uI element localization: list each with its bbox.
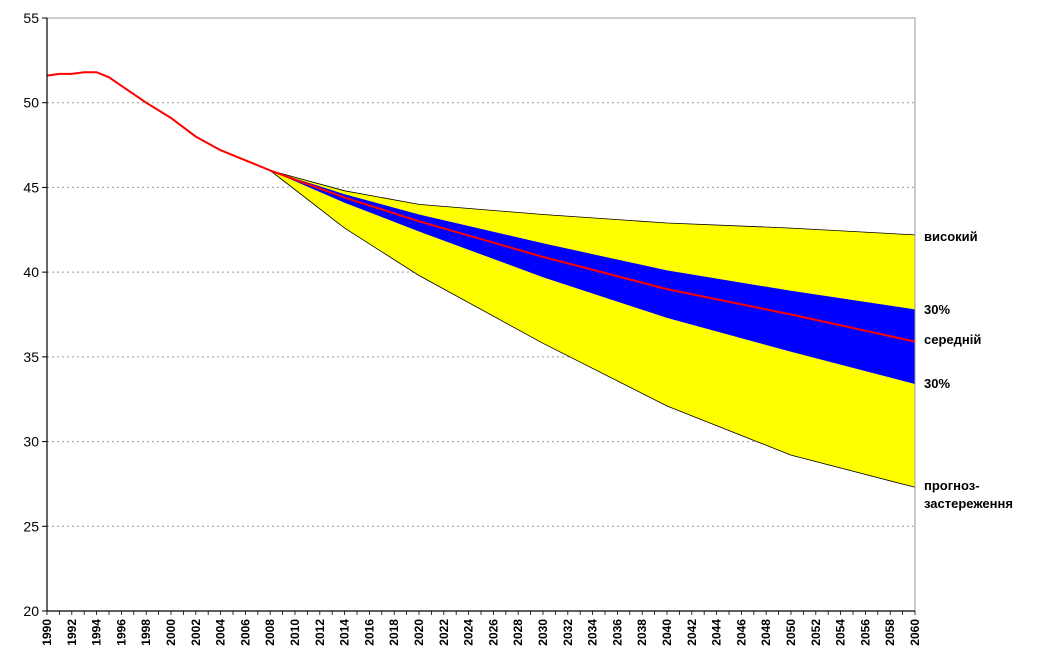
y-tick-label-40: 40 bbox=[23, 264, 39, 280]
y-tick-label-50: 50 bbox=[23, 95, 39, 111]
historical-line bbox=[46, 71, 271, 172]
x-tick-label-2052: 2052 bbox=[809, 619, 823, 646]
x-tick-label-2022: 2022 bbox=[437, 619, 451, 646]
x-tick-label-2012: 2012 bbox=[313, 619, 327, 646]
x-tick-label-2038: 2038 bbox=[635, 619, 649, 646]
high-forecast-line bbox=[270, 170, 916, 236]
x-tick-label-2030: 2030 bbox=[536, 619, 550, 646]
x-tick-label-2040: 2040 bbox=[660, 619, 674, 646]
x-tick-label-2048: 2048 bbox=[759, 619, 773, 646]
x-tick-label-2008: 2008 bbox=[263, 619, 277, 646]
medium-forecast-line bbox=[269, 169, 916, 343]
axes bbox=[42, 17, 916, 615]
x-tick-label-2050: 2050 bbox=[784, 619, 798, 646]
label-high: високий bbox=[924, 229, 978, 244]
warning-forecast-line bbox=[269, 170, 916, 488]
x-tick-label-1996: 1996 bbox=[114, 619, 128, 646]
y-tick-label-20: 20 bbox=[23, 603, 39, 619]
x-tick-label-2002: 2002 bbox=[189, 619, 203, 646]
series-lines bbox=[46, 71, 916, 343]
x-tick-label-2000: 2000 bbox=[164, 619, 178, 646]
x-tick-label-2046: 2046 bbox=[734, 619, 748, 646]
y-tick-label-45: 45 bbox=[23, 179, 39, 195]
y-tick-label-25: 25 bbox=[23, 518, 39, 534]
x-tick-label-2034: 2034 bbox=[586, 619, 600, 646]
x-tick-label-2020: 2020 bbox=[412, 619, 426, 646]
x-tick-label-2042: 2042 bbox=[685, 619, 699, 646]
x-tick-label-2054: 2054 bbox=[834, 619, 848, 646]
x-tick-label-2044: 2044 bbox=[710, 619, 724, 646]
x-tick-label-2058: 2058 bbox=[883, 619, 897, 646]
x-tick-label-2016: 2016 bbox=[362, 619, 376, 646]
label-30-upper: 30% bbox=[924, 302, 950, 317]
x-tick-label-2010: 2010 bbox=[288, 619, 302, 646]
x-tick-label-2006: 2006 bbox=[238, 619, 252, 646]
x-tick-label-1990: 1990 bbox=[40, 619, 54, 646]
y-tick-label-35: 35 bbox=[23, 349, 39, 365]
x-tick-label-1992: 1992 bbox=[65, 619, 79, 646]
label-medium: середній bbox=[924, 332, 981, 347]
x-tick-label-2056: 2056 bbox=[858, 619, 872, 646]
series-side-labels: високий 30% середній 30% прогноз- застер… bbox=[924, 229, 1013, 511]
x-tick-label-1994: 1994 bbox=[90, 619, 104, 646]
x-tick-label-2028: 2028 bbox=[511, 619, 525, 646]
x-tick-label-2018: 2018 bbox=[387, 619, 401, 646]
y-tick-label-55: 55 bbox=[23, 10, 39, 26]
x-tick-label-2024: 2024 bbox=[462, 619, 476, 646]
x-tick-label-2014: 2014 bbox=[338, 619, 352, 646]
x-tick-label-1998: 1998 bbox=[139, 619, 153, 646]
x-tick-label-2032: 2032 bbox=[561, 619, 575, 646]
x-tick-label-2026: 2026 bbox=[486, 619, 500, 646]
label-warning-line2: застереження bbox=[924, 496, 1013, 511]
y-tick-labels: 20 25 30 35 40 45 50 55 bbox=[23, 10, 39, 619]
y-tick-label-30: 30 bbox=[23, 434, 39, 450]
x-tick-label-2060: 2060 bbox=[908, 619, 922, 646]
x-tick-label-2004: 2004 bbox=[214, 619, 228, 646]
label-warning-line1: прогноз- bbox=[924, 478, 980, 493]
x-tick-label-2036: 2036 bbox=[610, 619, 624, 646]
yellow-band-area bbox=[270, 170, 915, 488]
x-tick-labels: 1990 1992 1994 1996 1998 2000 2002 2004 2006 2008… bbox=[40, 619, 922, 646]
label-30-lower: 30% bbox=[924, 376, 950, 391]
forecast-bands bbox=[269, 170, 916, 488]
